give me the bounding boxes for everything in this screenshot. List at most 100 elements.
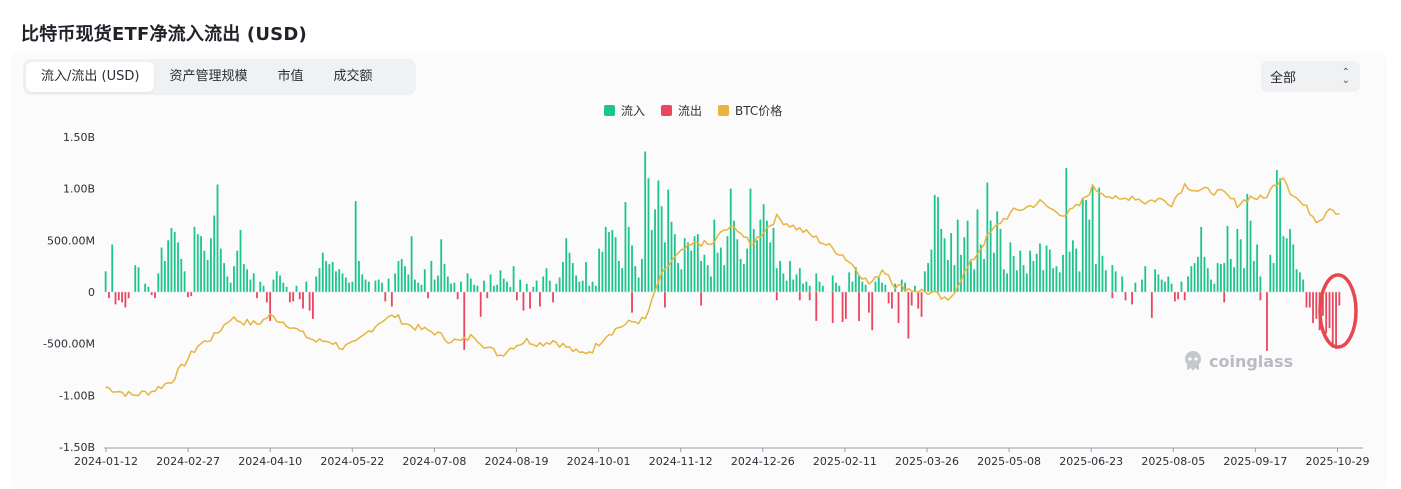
inflow-bar[interactable] <box>960 254 962 292</box>
inflow-bar[interactable] <box>973 269 976 292</box>
inflow-bar[interactable] <box>242 264 245 292</box>
inflow-bar[interactable] <box>1285 238 1288 292</box>
inflow-bar[interactable] <box>1157 274 1160 292</box>
inflow-bar[interactable] <box>831 275 834 292</box>
inflow-bar[interactable] <box>1062 254 1064 292</box>
inflow-bar[interactable] <box>667 189 670 292</box>
inflow-bar[interactable] <box>200 236 202 292</box>
outflow-bar[interactable] <box>871 292 874 331</box>
inflow-bar[interactable] <box>213 215 216 292</box>
inflow-bar[interactable] <box>233 266 235 292</box>
outflow-bar[interactable] <box>539 292 541 307</box>
outflow-bar[interactable] <box>815 292 818 321</box>
outflow-bar[interactable] <box>186 292 189 298</box>
inflow-bar[interactable] <box>1052 268 1055 292</box>
outflow-bar[interactable] <box>858 292 860 321</box>
inflow-bar[interactable] <box>1295 269 1298 292</box>
inflow-bar[interactable] <box>1094 264 1097 292</box>
inflow-bar[interactable] <box>219 248 222 292</box>
inflow-bar[interactable] <box>1039 243 1041 292</box>
outflow-bar[interactable] <box>1331 292 1334 348</box>
inflow-bar[interactable] <box>940 228 943 292</box>
inflow-bar[interactable] <box>1239 239 1242 292</box>
inflow-bar[interactable] <box>1144 266 1147 292</box>
inflow-bar[interactable] <box>874 281 877 292</box>
outflow-bar[interactable] <box>1338 292 1341 306</box>
outflow-bar[interactable] <box>269 292 272 321</box>
inflow-bar[interactable] <box>591 281 594 292</box>
inflow-bar[interactable] <box>1282 236 1285 292</box>
inflow-bar[interactable] <box>654 209 656 292</box>
inflow-bar[interactable] <box>983 258 985 292</box>
inflow-bar[interactable] <box>617 261 620 292</box>
inflow-bar[interactable] <box>499 270 502 292</box>
outflow-bar[interactable] <box>312 292 314 319</box>
inflow-bar[interactable] <box>453 282 456 292</box>
outflow-bar[interactable] <box>114 292 117 305</box>
outflow-bar[interactable] <box>522 292 525 311</box>
inflow-bar[interactable] <box>565 238 568 292</box>
outflow-bar[interactable] <box>1177 292 1180 300</box>
inflow-bar[interactable] <box>502 278 505 292</box>
inflow-bar[interactable] <box>766 220 768 292</box>
inflow-bar[interactable] <box>1206 268 1209 292</box>
inflow-bar[interactable] <box>884 284 887 292</box>
inflow-bar[interactable] <box>598 248 601 292</box>
inflow-bar[interactable] <box>1019 250 1022 292</box>
inflow-bar[interactable] <box>489 274 492 292</box>
inflow-bar[interactable] <box>381 282 383 292</box>
outflow-bar[interactable] <box>256 292 258 299</box>
inflow-bar[interactable] <box>364 279 367 292</box>
inflow-bar[interactable] <box>1236 228 1239 292</box>
outflow-bar[interactable] <box>552 292 554 303</box>
inflow-bar[interactable] <box>848 272 851 292</box>
inflow-bar[interactable] <box>440 239 443 292</box>
outflow-bar[interactable] <box>891 292 893 309</box>
inflow-bar[interactable] <box>338 269 341 292</box>
inflow-bar[interactable] <box>1220 264 1222 292</box>
inflow-bar[interactable] <box>111 244 114 292</box>
inflow-bar[interactable] <box>173 232 176 292</box>
inflow-bar[interactable] <box>450 283 452 292</box>
inflow-bar[interactable] <box>815 273 818 292</box>
inflow-bar[interactable] <box>325 261 327 292</box>
outflow-bar[interactable] <box>631 292 633 313</box>
inflow-bar[interactable] <box>1243 268 1245 292</box>
inflow-bar[interactable] <box>460 281 462 292</box>
inflow-bar[interactable] <box>157 273 160 292</box>
inflow-bar[interactable] <box>976 209 979 292</box>
inflow-bar[interactable] <box>397 261 400 292</box>
tab-aum[interactable]: 资产管理规模 <box>169 69 248 84</box>
inflow-bar[interactable] <box>604 226 607 292</box>
inflow-bar[interactable] <box>1078 271 1081 292</box>
inflow-bar[interactable] <box>1088 219 1091 292</box>
inflow-bar[interactable] <box>295 285 298 292</box>
inflow-bar[interactable] <box>344 277 347 292</box>
inflow-bar[interactable] <box>354 201 357 292</box>
inflow-bar[interactable] <box>446 276 449 293</box>
inflow-bar[interactable] <box>509 286 512 292</box>
inflow-bar[interactable] <box>854 267 857 292</box>
inflow-bar[interactable] <box>1075 248 1078 292</box>
inflow-bar[interactable] <box>1035 253 1038 292</box>
outflow-bar[interactable] <box>515 292 518 301</box>
tab-volume[interactable]: 成交额 <box>333 69 373 84</box>
inflow-bar[interactable] <box>555 283 558 292</box>
inflow-bar[interactable] <box>341 273 344 292</box>
outflow-bar[interactable] <box>1315 292 1318 319</box>
outflow-bar[interactable] <box>308 292 311 311</box>
inflow-bar[interactable] <box>183 271 186 292</box>
inflow-bar[interactable] <box>1279 178 1282 292</box>
inflow-bar[interactable] <box>535 280 538 292</box>
inflow-bar[interactable] <box>969 261 972 292</box>
inflow-bar[interactable] <box>805 281 808 292</box>
inflow-bar[interactable] <box>1141 279 1143 292</box>
outflow-bar[interactable] <box>384 292 387 302</box>
outflow-bar[interactable] <box>1150 292 1153 318</box>
outflow-bar[interactable] <box>1335 292 1337 349</box>
outflow-bar[interactable] <box>1223 292 1226 303</box>
outflow-bar[interactable] <box>1308 292 1311 308</box>
inflow-bar[interactable] <box>693 236 696 292</box>
inflow-bar[interactable] <box>1134 282 1137 292</box>
inflow-bar[interactable] <box>986 182 989 292</box>
